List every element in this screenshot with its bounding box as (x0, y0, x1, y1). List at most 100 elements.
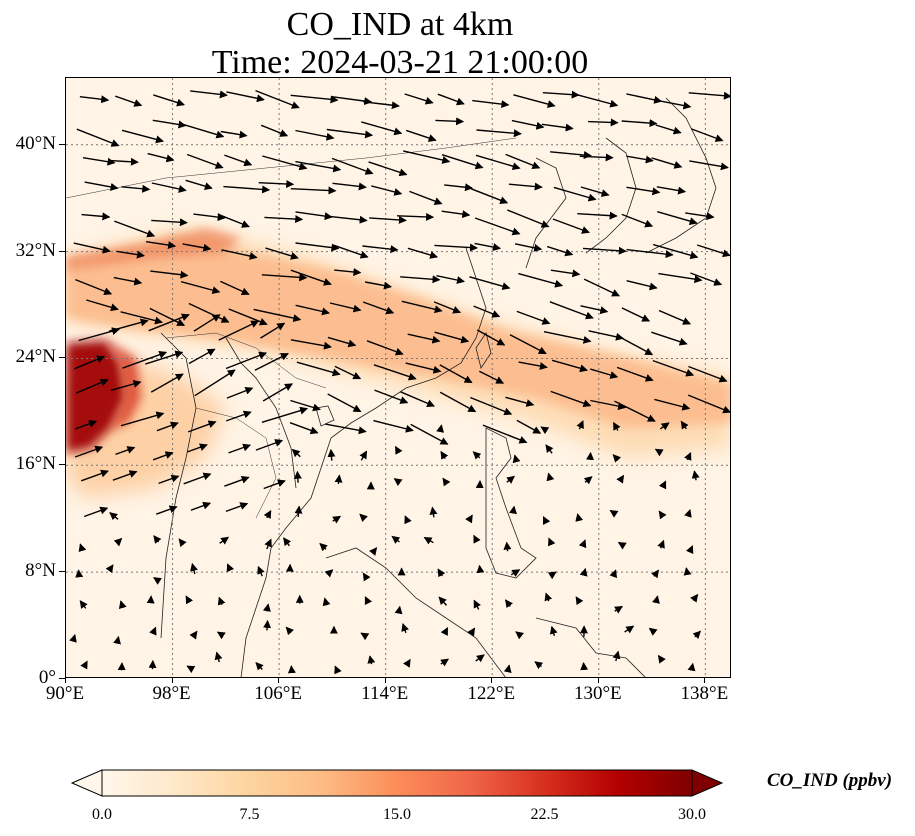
lon-tick-mark (65, 678, 66, 683)
wind-vector-arrow (444, 183, 473, 192)
lat-tick-mark (59, 678, 65, 679)
wind-vector-arrow (363, 101, 400, 110)
lon-tick-label: 98°E (152, 683, 191, 704)
wind-vector-arrow (293, 470, 302, 483)
lat-tick-label: 8°N (25, 560, 56, 582)
wind-vector-arrow (149, 626, 157, 636)
wind-vector-arrow (362, 245, 399, 254)
co-concentration-field (66, 228, 730, 498)
wind-vector-arrow (333, 244, 369, 259)
wind-vector-arrow (121, 184, 151, 193)
wind-vector-arrow (402, 658, 411, 668)
wind-vector-arrow (285, 626, 294, 636)
wind-vector-arrow (473, 305, 501, 318)
wind-vector-arrow (579, 567, 588, 577)
wind-vector-arrow (155, 505, 178, 515)
wind-vector-arrow (262, 155, 308, 171)
wind-vector-arrow (514, 243, 543, 252)
wind-vector-arrow (187, 420, 217, 433)
wind-vector-arrow (153, 577, 162, 585)
wind-vector-arrow (80, 660, 88, 670)
wind-vector-arrow (120, 411, 165, 427)
map-title: CO_IND at 4km (286, 6, 514, 43)
wind-vector-arrow (680, 420, 689, 430)
wind-vector-arrow (258, 179, 295, 188)
wind-vector-field (69, 89, 730, 675)
colorbar-tick-label: 15.0 (383, 806, 411, 823)
wind-vector-arrow (467, 627, 476, 637)
wind-vector-arrow (507, 209, 550, 228)
lat-tick-mark (59, 357, 65, 359)
wind-vector-arrow (515, 631, 524, 640)
wind-vector-arrow (322, 597, 331, 607)
lon-tick-label: 106°E (254, 683, 302, 704)
wind-vector-arrow (116, 250, 145, 259)
wind-vector-arrow (688, 365, 728, 383)
wind-vector-arrow (289, 422, 319, 435)
wind-vector-arrow (194, 369, 236, 397)
wind-vector-arrow (217, 213, 250, 228)
wind-vector-arrow (325, 423, 367, 435)
wind-vector-arrow (156, 421, 179, 432)
wind-vector-arrow (219, 536, 230, 545)
wind-vector-arrow (145, 350, 184, 365)
wind-vector-arrow (689, 160, 729, 171)
wind-vector-arrow (429, 506, 438, 518)
wind-vector-arrow (516, 310, 551, 325)
wind-vector-arrow (626, 155, 654, 164)
wind-vector-arrow (405, 362, 442, 374)
wind-vector-arrow (473, 599, 481, 610)
wind-vector-arrow (225, 502, 249, 513)
wind-vector-arrow (401, 623, 409, 634)
wind-vector-arrow (263, 510, 272, 519)
wind-vector-arrow (614, 605, 623, 614)
lat-tick-mark (59, 250, 65, 252)
wind-vector-arrow (224, 154, 253, 167)
wind-vector-arrow (407, 247, 439, 259)
wind-vector-arrow (654, 99, 692, 110)
wind-vector-arrow (332, 515, 342, 524)
wind-vector-arrow (437, 568, 446, 578)
wind-vector-arrow (440, 627, 449, 636)
wind-vector-arrow (393, 478, 403, 487)
wind-vector-arrow (478, 370, 505, 384)
wind-vector-arrow (509, 505, 517, 515)
wind-vector-arrow (113, 635, 121, 645)
wind-vector-arrow (616, 474, 625, 484)
wind-vector-arrow (658, 309, 692, 325)
lat-tick-label: 16°N (15, 453, 56, 475)
wind-vector-arrow (547, 571, 557, 580)
colorbar-tick-label: 22.5 (530, 806, 559, 823)
wind-vector-arrow (265, 247, 299, 260)
wind-vector-arrow (657, 654, 666, 664)
wind-vector-arrow (152, 119, 187, 129)
wind-vector-arrow (626, 280, 658, 291)
wind-vector-arrow (291, 448, 301, 458)
colorbar (70, 769, 724, 797)
wind-vector-arrow (290, 269, 332, 286)
wind-vector-arrow (69, 633, 77, 643)
wind-vector-arrow (580, 305, 609, 315)
wind-vector-arrow (511, 119, 545, 130)
wind-vector-arrow (465, 514, 473, 524)
wind-vector-arrow (518, 361, 548, 370)
wind-vector-arrow (122, 350, 168, 369)
wind-vector-arrow (621, 119, 658, 128)
wind-vector-arrow (506, 475, 515, 484)
wind-vector-arrow (81, 212, 111, 221)
wind-vector-arrow (158, 474, 180, 485)
wind-vector-arrow (364, 596, 373, 606)
wind-vector-arrow (590, 368, 619, 379)
wind-vector-arrow (118, 600, 127, 610)
wind-vector-arrow (254, 352, 289, 371)
wind-vector-arrow (185, 179, 213, 191)
wind-vector-arrow (688, 91, 730, 100)
lon-tick-mark (278, 678, 280, 683)
wind-vector-arrow (262, 603, 271, 612)
wind-vector-arrow (362, 301, 395, 315)
wind-vector-arrow (580, 186, 610, 197)
wind-vector-arrow (319, 542, 328, 552)
wind-vector-arrow (115, 446, 136, 456)
lon-tick-label: 114°E (361, 683, 409, 704)
wind-vector-arrow (255, 89, 300, 109)
